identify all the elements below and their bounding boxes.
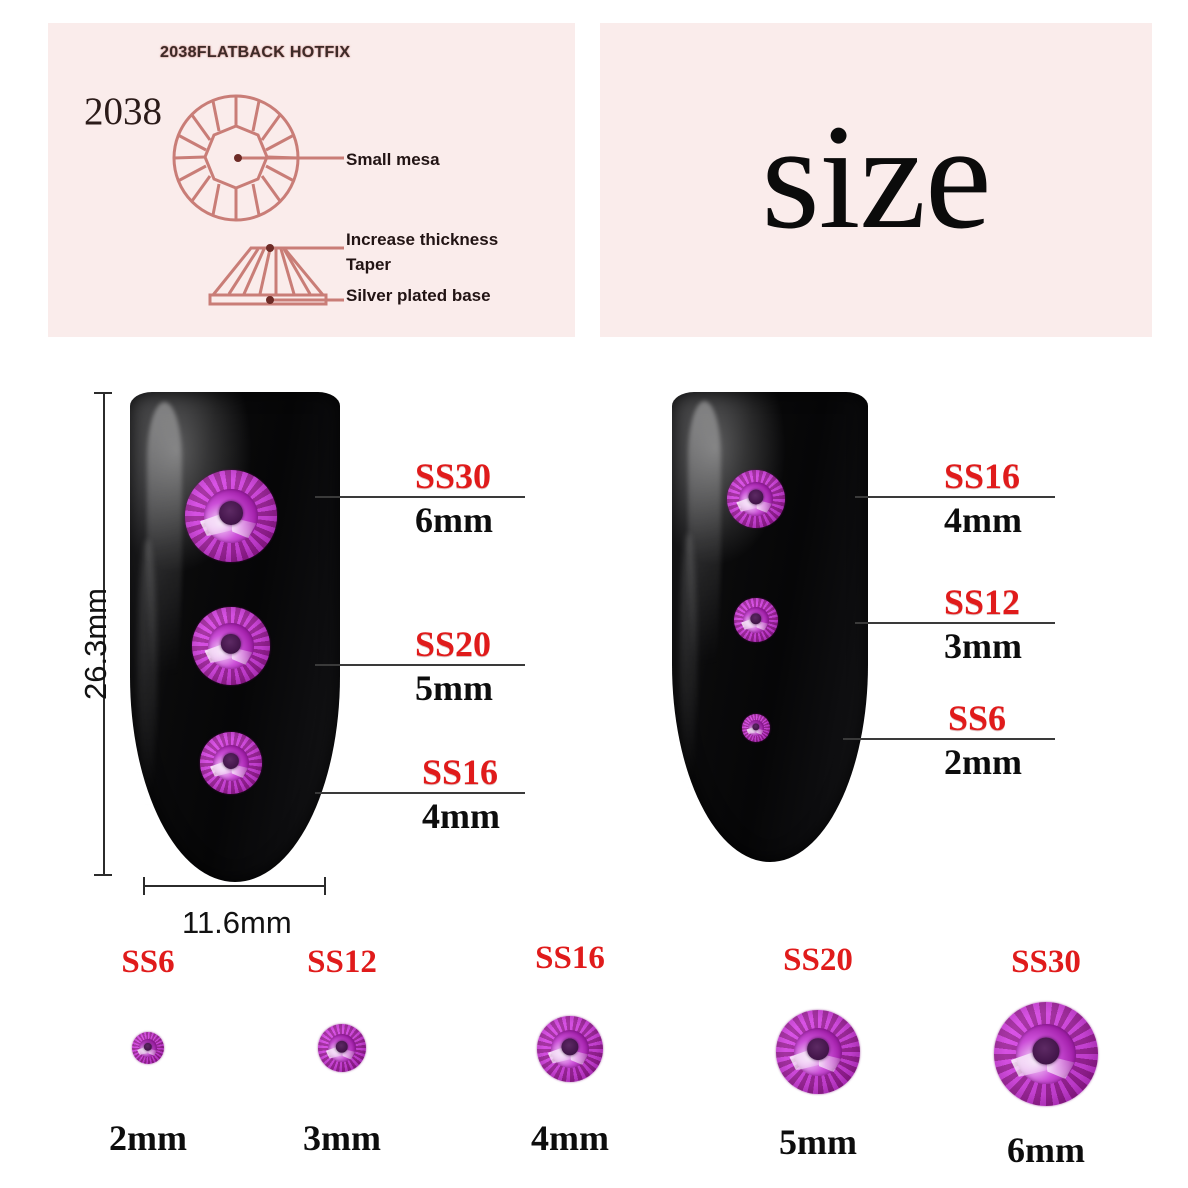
- callout-ss16-right-code: SS16: [944, 456, 1021, 496]
- swatch-ss20: SS20 5mm: [748, 942, 888, 1160]
- swatch-ss12: SS12 3mm: [272, 944, 412, 1158]
- size-title-panel: [600, 23, 1152, 337]
- dimension-line-height: [103, 392, 105, 876]
- callout-label-increase-thickness: Increase thickness: [346, 230, 499, 249]
- nail-width-label: 11.6mm: [182, 905, 292, 940]
- stone-ss12-right: [734, 598, 778, 642]
- leader-dots: [234, 154, 274, 304]
- swatch-ss30-code: SS30: [1011, 944, 1081, 980]
- callout-ss30-mm: 6mm: [415, 500, 493, 540]
- nail-left: [130, 392, 340, 882]
- callout-ss16-left-mm: 4mm: [422, 796, 500, 836]
- stone-ss16-right: [727, 470, 785, 528]
- swatch-ss12-mm: 3mm: [303, 1118, 381, 1158]
- swatch-ss6-code: SS6: [121, 944, 175, 980]
- swatch-ss20-mm: 5mm: [779, 1122, 857, 1162]
- rhinestone-diagram: [172, 94, 344, 306]
- callout-ss20-mm: 5mm: [415, 668, 493, 708]
- callout-label-small-mesa: Small mesa: [346, 150, 440, 169]
- swatch-ss20-stone: [776, 1010, 860, 1094]
- callout-ss6-right-mm: 2mm: [944, 742, 1022, 782]
- size-title-text: size: [761, 94, 991, 260]
- nail-right-highlight-secondary: [679, 533, 698, 792]
- rhinestone-side-view-icon: [208, 246, 328, 306]
- nail-right-highlight: [687, 401, 721, 712]
- callout-ss16-left-code: SS16: [422, 752, 499, 792]
- swatch-ss16-stone: [537, 1016, 603, 1082]
- callout-ss30-code: SS30: [415, 456, 492, 496]
- panel-heading: 2038FLATBACK HOTFIX: [160, 44, 351, 61]
- swatch-ss16: SS16 4mm: [500, 940, 640, 1157]
- product-info-panel: [48, 23, 575, 337]
- swatch-ss6: SS6 2mm: [78, 944, 218, 1158]
- callout-ss6-right-code: SS6: [948, 698, 1007, 738]
- nail-right: [672, 392, 868, 862]
- swatch-ss30-stone: [994, 1002, 1098, 1106]
- callout-ss12-right-mm: 3mm: [944, 626, 1022, 666]
- dimension-cap-bottom: [94, 874, 112, 876]
- nail-left-highlight-secondary: [138, 539, 158, 809]
- swatch-ss6-mm: 2mm: [109, 1118, 187, 1158]
- dimension-cap-right: [324, 877, 326, 895]
- stone-ss6-right: [742, 714, 770, 742]
- swatch-ss6-stone: [132, 1032, 164, 1064]
- product-code: 2038: [84, 90, 162, 133]
- callout-label-taper: Taper: [346, 255, 392, 274]
- nail-left-highlight: [146, 401, 183, 726]
- callout-label-silver-plated-base: Silver plated base: [346, 286, 491, 305]
- swatch-ss16-code: SS16: [535, 940, 605, 976]
- swatch-ss12-code: SS12: [307, 944, 377, 980]
- callout-ss20-code: SS20: [415, 624, 492, 664]
- callout-ss12-right-code: SS12: [944, 582, 1021, 622]
- dimension-line-width: [143, 885, 326, 887]
- swatch-ss30: SS30 6mm: [976, 944, 1116, 1168]
- swatch-ss12-stone: [318, 1024, 366, 1072]
- swatch-ss30-mm: 6mm: [1007, 1130, 1085, 1170]
- leader-lines: [236, 156, 344, 302]
- nail-height-label: 26.3mm: [78, 588, 113, 700]
- stone-ss30: [185, 470, 277, 562]
- stone-ss16: [200, 732, 262, 794]
- swatch-ss16-mm: 4mm: [531, 1118, 609, 1158]
- dimension-cap-left: [143, 877, 145, 895]
- stone-ss20: [192, 607, 270, 685]
- dimension-cap-top: [94, 392, 112, 394]
- rhinestone-top-view-icon: [172, 94, 300, 222]
- callout-ss16-right-mm: 4mm: [944, 500, 1022, 540]
- swatch-ss20-code: SS20: [783, 942, 853, 978]
